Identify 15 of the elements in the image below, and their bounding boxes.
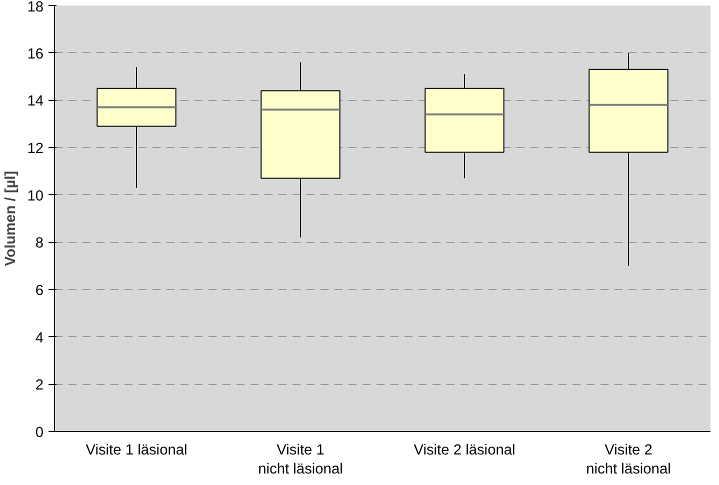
y-tick-label: 4 xyxy=(35,330,44,346)
y-tick-label: 16 xyxy=(27,46,44,62)
x-tick-label: Visite 2 nicht läsional xyxy=(586,442,671,478)
y-tick-label: 0 xyxy=(35,425,44,441)
x-tick-label: Visite 1 nicht läsional xyxy=(258,442,343,478)
y-tick-label: 10 xyxy=(27,188,44,204)
y-tick-label: 14 xyxy=(27,94,44,110)
y-tick-label: 2 xyxy=(35,378,44,394)
y-tick-label: 6 xyxy=(35,283,44,299)
x-tick-label: Visite 1 läsional xyxy=(86,442,188,458)
y-tick-label: 8 xyxy=(35,236,44,252)
x-tick-label: Visite 2 läsional xyxy=(414,442,516,458)
y-axis-title: Volumen / [µl] xyxy=(3,170,20,266)
y-tick-label: 12 xyxy=(27,141,44,157)
y-tick-label: 18 xyxy=(27,0,44,16)
